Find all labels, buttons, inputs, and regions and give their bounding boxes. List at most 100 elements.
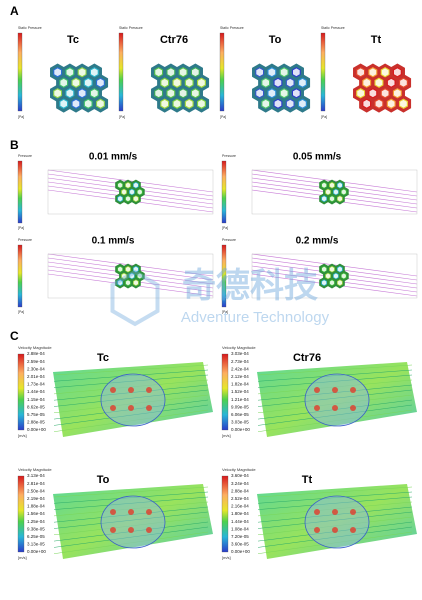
colorbar-tick-label: 2.19e-04 bbox=[27, 496, 45, 501]
colorbar-tick-label: 0.00e+00 bbox=[231, 549, 250, 554]
colorbar-tick-label: 3.03e-04 bbox=[231, 351, 249, 356]
lattice-pore bbox=[400, 99, 407, 108]
lattice-pore bbox=[161, 99, 168, 108]
colorbar-tick-label: 1.80e-04 bbox=[231, 511, 249, 516]
colorbar-unit: [m/s] bbox=[222, 555, 231, 560]
item-title: 0.01 mm/s bbox=[89, 152, 138, 163]
high-velocity-spot bbox=[128, 509, 134, 515]
lattice-pore bbox=[161, 78, 168, 87]
lattice-pore bbox=[325, 189, 331, 195]
colorbar bbox=[221, 475, 229, 553]
lattice-pore bbox=[329, 196, 335, 202]
lattice-pore bbox=[280, 68, 288, 77]
high-velocity-spot bbox=[146, 405, 152, 411]
panel-label: A bbox=[10, 4, 19, 18]
colorbar-tick-label: 2.50e-04 bbox=[27, 488, 45, 493]
streamline bbox=[257, 526, 413, 548]
colorbar-heading: Pressure bbox=[18, 238, 32, 242]
colorbar-tick-label: 2.81e-04 bbox=[27, 481, 45, 486]
high-velocity-spot bbox=[110, 405, 116, 411]
high-velocity-spot bbox=[332, 405, 338, 411]
lattice-pore bbox=[400, 78, 407, 87]
high-velocity-spot bbox=[128, 405, 134, 411]
watermark-logo bbox=[110, 269, 160, 327]
lattice-pore bbox=[322, 266, 327, 272]
colorbar-tick-label: 2.59e-04 bbox=[27, 359, 45, 364]
streamline bbox=[257, 531, 413, 554]
lattice-pore bbox=[192, 89, 199, 98]
colorbar bbox=[221, 160, 227, 224]
colorbar-heading: Pressure bbox=[222, 154, 236, 158]
colorbar-tick-label: 9.09e-05 bbox=[231, 404, 249, 409]
flow-field bbox=[257, 484, 417, 559]
lattice bbox=[50, 63, 109, 113]
high-velocity-spot bbox=[110, 527, 116, 533]
colorbar-tick-label: 2.01e-04 bbox=[27, 374, 45, 379]
lattice-pore bbox=[155, 89, 162, 98]
colorbar-unit: [Pa] bbox=[321, 115, 327, 119]
lattice-pore bbox=[299, 99, 306, 108]
lattice-pore bbox=[192, 68, 199, 77]
high-velocity-spot bbox=[332, 527, 338, 533]
colorbar-unit: [Pa] bbox=[18, 310, 24, 314]
lattice-pore bbox=[125, 196, 131, 202]
streamline bbox=[53, 389, 209, 407]
colorbar-unit: [m/s] bbox=[18, 555, 27, 560]
colorbar-heading: Static Pressure bbox=[321, 26, 345, 30]
streamline bbox=[53, 491, 209, 504]
colorbar-tick-label: 2.42e-04 bbox=[231, 366, 249, 371]
lattice-pore bbox=[133, 280, 138, 286]
lattice-pore bbox=[387, 78, 395, 87]
colorbar bbox=[219, 32, 225, 112]
colorbar-tick-label: 2.73e-04 bbox=[231, 359, 249, 364]
lattice-pore bbox=[341, 189, 346, 195]
colorbar-tick-label: 1.44e-04 bbox=[27, 389, 45, 394]
colorbar-unit: [Pa] bbox=[222, 310, 228, 314]
lattice-pore bbox=[375, 78, 383, 87]
lattice-pore bbox=[78, 89, 86, 98]
streamline bbox=[53, 404, 209, 426]
lattice-pore bbox=[369, 89, 377, 98]
lattice-pore bbox=[137, 273, 142, 279]
lattice-pore bbox=[121, 189, 127, 195]
item-title: 0.2 mm/s bbox=[296, 236, 339, 247]
lattice-pore bbox=[118, 196, 123, 202]
lattice-pore bbox=[72, 78, 80, 87]
colorbar-tick-label: 6.25e-05 bbox=[27, 534, 45, 539]
high-velocity-spot bbox=[314, 387, 320, 393]
colorbar-heading: Velocity Magnitude bbox=[222, 467, 256, 472]
colorbar-tick-label: 9.38e-05 bbox=[27, 526, 45, 531]
domain-box bbox=[47, 253, 214, 299]
streamline bbox=[257, 369, 413, 382]
streamline bbox=[53, 501, 209, 517]
lattice-pore bbox=[84, 99, 92, 108]
lattice-pore bbox=[262, 78, 269, 87]
lattice-pore bbox=[60, 99, 67, 108]
lattice-pore bbox=[173, 99, 181, 108]
lattice-pore bbox=[256, 68, 263, 77]
colorbar-tick-label: 1.82e-04 bbox=[231, 382, 249, 387]
streamline bbox=[53, 379, 209, 395]
colorbar bbox=[221, 353, 229, 431]
lattice-pore bbox=[118, 182, 123, 188]
lattice-pore bbox=[185, 99, 193, 108]
lattice-pore bbox=[137, 189, 142, 195]
colorbar-tick-label: 3.60e-05 bbox=[231, 542, 249, 547]
lattice-pore bbox=[341, 273, 346, 279]
high-velocity-spot bbox=[314, 405, 320, 411]
lattice-pore bbox=[125, 266, 131, 272]
lattice-pore bbox=[333, 273, 339, 279]
colorbar bbox=[17, 353, 25, 431]
colorbar-heading: Static Pressure bbox=[119, 26, 143, 30]
streamline bbox=[53, 409, 209, 432]
lattice-pore bbox=[167, 89, 175, 98]
lattice-pore bbox=[133, 182, 138, 188]
streamline bbox=[257, 389, 413, 407]
lattice-pore bbox=[198, 78, 205, 87]
colorbar-tick-label: 0.00e+00 bbox=[27, 427, 46, 432]
lattice-pore bbox=[322, 196, 327, 202]
lattice-pore bbox=[155, 68, 162, 77]
lattice-pore bbox=[274, 78, 282, 87]
lattice-pore bbox=[369, 68, 377, 77]
